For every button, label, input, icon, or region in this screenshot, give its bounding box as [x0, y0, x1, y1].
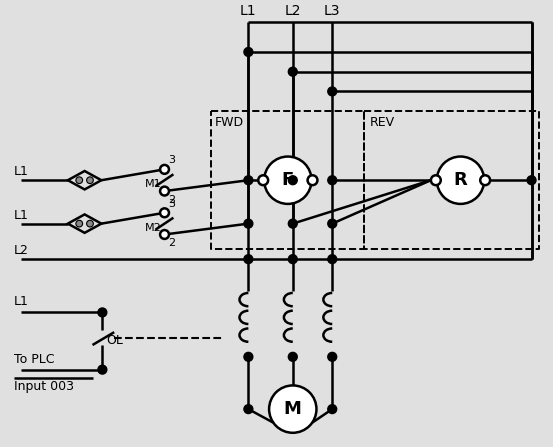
Circle shape [527, 176, 536, 185]
Circle shape [76, 220, 82, 227]
Text: 2: 2 [169, 195, 176, 205]
Text: OL: OL [106, 333, 123, 346]
Circle shape [288, 352, 297, 361]
Text: R: R [453, 171, 467, 189]
Text: F: F [281, 171, 294, 189]
Text: 3: 3 [169, 156, 175, 165]
Circle shape [76, 177, 82, 184]
Circle shape [98, 365, 107, 374]
Text: L1: L1 [14, 209, 28, 222]
Circle shape [288, 176, 297, 185]
Circle shape [98, 308, 107, 317]
Text: 3: 3 [169, 199, 175, 209]
Circle shape [431, 175, 441, 185]
Circle shape [328, 87, 337, 96]
Circle shape [328, 255, 337, 264]
Text: 2: 2 [169, 238, 176, 249]
Text: L3: L3 [324, 4, 341, 18]
Text: L1: L1 [14, 165, 28, 178]
Circle shape [160, 165, 169, 174]
Circle shape [244, 176, 253, 185]
Text: L1: L1 [14, 295, 28, 308]
Circle shape [87, 220, 93, 227]
Circle shape [160, 208, 169, 217]
Circle shape [269, 385, 316, 433]
Circle shape [87, 177, 93, 184]
Circle shape [258, 175, 268, 185]
Circle shape [328, 219, 337, 228]
Circle shape [244, 219, 253, 228]
Text: M1: M1 [145, 179, 161, 189]
Circle shape [244, 352, 253, 361]
Circle shape [288, 67, 297, 76]
Circle shape [244, 255, 253, 264]
Text: L2: L2 [14, 244, 28, 257]
Circle shape [328, 352, 337, 361]
Circle shape [328, 405, 337, 413]
Circle shape [480, 175, 490, 185]
Circle shape [264, 156, 311, 204]
Text: M: M [284, 400, 302, 418]
Circle shape [160, 187, 169, 195]
Circle shape [288, 219, 297, 228]
Text: Input 003: Input 003 [14, 380, 74, 392]
Text: L1: L1 [240, 4, 257, 18]
Circle shape [307, 175, 317, 185]
Text: M2: M2 [145, 223, 161, 232]
Text: L2: L2 [285, 4, 301, 18]
Circle shape [328, 176, 337, 185]
Text: FWD: FWD [215, 117, 244, 130]
Text: REV: REV [370, 117, 395, 130]
Circle shape [437, 156, 484, 204]
Circle shape [288, 255, 297, 264]
Text: To PLC: To PLC [14, 353, 54, 366]
Circle shape [160, 230, 169, 239]
Circle shape [244, 405, 253, 413]
Circle shape [244, 47, 253, 56]
